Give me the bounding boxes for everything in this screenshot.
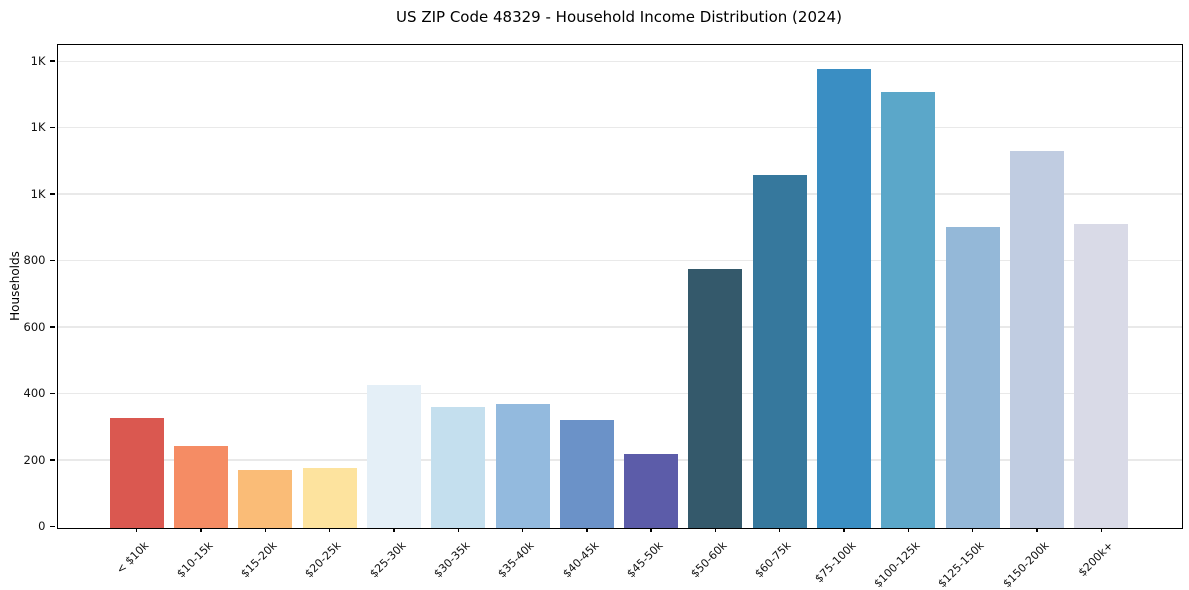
gridline-1000 — [57, 193, 1182, 195]
y-tick-label-400: 400 — [23, 386, 46, 401]
bar-$75-100k — [817, 68, 872, 528]
x-tick-$40-45k — [586, 527, 588, 532]
x-tick-label-$50-60k: $50-60k — [688, 538, 730, 580]
x-tick-label-$25-30k: $25-30k — [366, 538, 409, 580]
x-tick-$20-25k — [328, 527, 331, 532]
y-tick-800 — [50, 259, 55, 262]
bar-$45-50k — [624, 454, 679, 528]
bar-$150-200k — [1010, 150, 1065, 528]
x-tick-$125-150k — [972, 527, 974, 532]
y-tick-400 — [50, 392, 55, 395]
bar-$30-35k — [431, 407, 486, 528]
gridline-1400 — [57, 60, 1182, 62]
x-tick-$60-75k — [779, 527, 781, 532]
x-tick-label-$60-75k: $60-75k — [752, 538, 794, 580]
bar-$40-45k — [559, 420, 614, 528]
x-tick-label-$75-100k: $75-100k — [812, 538, 859, 585]
chart-title: US ZIP Code 48329 - Household Income Dis… — [396, 8, 842, 26]
gridline-1200 — [57, 127, 1182, 129]
x-tick-$75-100k — [843, 527, 845, 532]
x-tick-label-$15-20k: $15-20k — [238, 538, 280, 580]
x-tick-$200k+ — [1100, 527, 1103, 532]
y-tick-label-0: 0 — [38, 519, 46, 533]
x-tick-label-$10-15k: $10-15k — [173, 538, 216, 580]
bar-$20-25k — [302, 468, 357, 528]
plot-area: 0 200 400 600 800 1K 1K 1K < $10k $10-15k $15-20k $… — [24, 43, 1183, 590]
y-tick-label-800: 800 — [23, 253, 46, 268]
x-tick-$100-125k — [907, 527, 910, 532]
y-tick-label-200: 200 — [23, 452, 46, 467]
x-tick-$45-50k — [650, 527, 652, 532]
bar-$15-20k — [238, 470, 293, 528]
x-tick-label-< $10k: < $10k — [113, 538, 151, 577]
x-tick-$30-35k — [457, 527, 459, 532]
y-tick-0 — [50, 525, 55, 528]
bar-$10-15k — [173, 446, 228, 528]
gridline-200 — [57, 459, 1182, 461]
gridline-600 — [57, 326, 1182, 328]
y-tick-label-1400: 1K — [30, 53, 46, 68]
x-tick-$15-20k — [264, 527, 266, 532]
x-tick-label-$35-40k: $35-40k — [495, 538, 537, 580]
x-tick-< $10k — [135, 527, 138, 532]
bar-$25-30k — [366, 384, 421, 528]
gridline-800 — [57, 259, 1182, 262]
x-tick-label-$30-35k: $30-35k — [431, 538, 473, 580]
bar-$60-75k — [752, 175, 807, 528]
y-tick-1000 — [50, 193, 55, 195]
y-tick-1400 — [50, 60, 55, 62]
x-tick-label-$150-200k: $150-200k — [1000, 538, 1052, 590]
bar-$125-150k — [945, 226, 1000, 528]
x-tick-label-$125-150k: $125-150k — [935, 538, 987, 590]
bar-$50-60k — [688, 268, 743, 528]
y-tick-label-1200: 1K — [30, 120, 46, 135]
y-tick-200 — [50, 459, 55, 461]
x-tick-$10-15k — [200, 527, 202, 532]
bar-< $10k — [109, 417, 164, 528]
x-tick-label-$20-25k: $20-25k — [302, 538, 344, 580]
x-tick-label-$200k+: $200k+ — [1075, 538, 1116, 579]
y-tick-label-600: 600 — [23, 319, 46, 334]
bar-$200k+ — [1074, 224, 1129, 528]
bar-$35-40k — [495, 403, 550, 528]
x-tick-$150-200k — [1036, 527, 1038, 532]
bar-$100-125k — [881, 92, 936, 528]
x-tick-label-$40-45k: $40-45k — [559, 538, 602, 580]
x-tick-$35-40k — [521, 527, 524, 532]
gridline-400 — [57, 392, 1182, 395]
x-tick-label-$100-125k: $100-125k — [871, 538, 923, 590]
y-tick-1200 — [50, 126, 55, 129]
y-tick-label-1000: 1K — [30, 186, 46, 201]
plot-inner: 0 200 400 600 800 1K 1K 1K < $10k $10-15k $15-20k $… — [24, 45, 1182, 590]
x-tick-$25-30k — [393, 527, 395, 532]
x-tick-label-$45-50k: $45-50k — [624, 538, 666, 580]
x-tick-$50-60k — [714, 527, 717, 532]
y-tick-600 — [50, 326, 55, 328]
